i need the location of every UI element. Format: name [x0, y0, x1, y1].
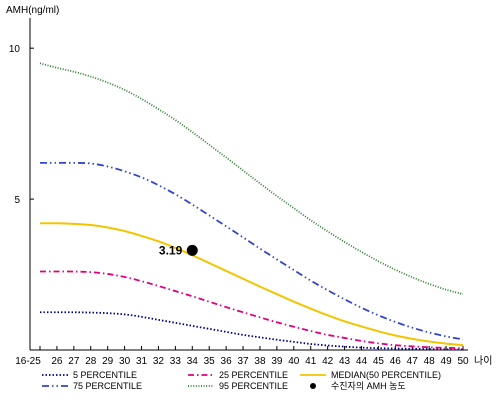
series-line-median-50-percentile [39, 222, 464, 347]
x-tick-label: 28 [85, 356, 97, 367]
series-line-95-percentile [39, 62, 464, 296]
x-tick-label: 49 [441, 356, 453, 367]
legend-label: 5 PERCENTILE [73, 370, 137, 380]
y-axis-title: AMH(ng/ml) [6, 5, 59, 16]
x-tick-label: 37 [237, 356, 249, 367]
x-tick-label: 43 [339, 356, 351, 367]
x-tick-label: 39 [271, 356, 283, 367]
x-tick-label: 50 [457, 356, 469, 367]
x-tick-label: 45 [373, 356, 385, 367]
legend-label: 25 PERCENTILE [219, 370, 288, 380]
x-tick-label: 48 [424, 356, 436, 367]
series-line-5-percentile [40, 311, 464, 351]
x-tick-label: 40 [288, 356, 300, 367]
x-axis-title: 나이 [474, 355, 492, 367]
x-tick-label: 34 [187, 356, 199, 367]
y-tick-label: 10 [9, 44, 21, 55]
x-ticks: 16-25 26 27 28 29 30 31 32 33 34 35 36 37 38 39 40 41 42 4… [15, 346, 469, 367]
x-tick-label: 36 [221, 356, 233, 367]
x-tick-label: 16-25 [15, 356, 41, 367]
x-tick-label: 31 [136, 356, 148, 367]
x-tick-label: 33 [170, 356, 182, 367]
x-tick-label: 26 [51, 356, 63, 367]
axes [29, 18, 468, 351]
x-tick-label: 29 [102, 356, 114, 367]
patient-amh-point [186, 244, 198, 256]
y-ticks: 5 10 [9, 44, 34, 206]
legend-label: 수진자의 AMH 농도 [331, 381, 406, 391]
x-tick-label: 27 [68, 356, 80, 367]
x-tick-label: 46 [390, 356, 402, 367]
x-tick-label: 32 [153, 356, 165, 367]
legend-label: 95 PERCENTILE [219, 381, 288, 391]
patient-amh-value-label: 3.19 [159, 243, 183, 257]
series-lines [39, 62, 464, 351]
x-tick-label: 38 [254, 356, 266, 367]
legend-swatch-patient-marker [310, 383, 316, 389]
patient-marker: 3.19 [159, 243, 198, 257]
legend-label: 75 PERCENTILE [73, 381, 142, 391]
x-tick-label: 30 [119, 356, 131, 367]
series-line-75-percentile [39, 161, 464, 341]
x-tick-label: 35 [204, 356, 216, 367]
y-tick-label: 5 [14, 195, 20, 206]
legend-label: MEDIAN(50 PERCENTILE) [331, 370, 441, 380]
series-line-25-percentile [40, 270, 464, 350]
x-tick-label: 44 [356, 356, 368, 367]
x-tick-label: 42 [322, 356, 334, 367]
x-tick-label: 41 [305, 356, 317, 367]
x-tick-label: 47 [407, 356, 419, 367]
legend: 5 PERCENTILE 25 PERCENTILE MEDIAN(50 PERCE… [42, 370, 441, 391]
